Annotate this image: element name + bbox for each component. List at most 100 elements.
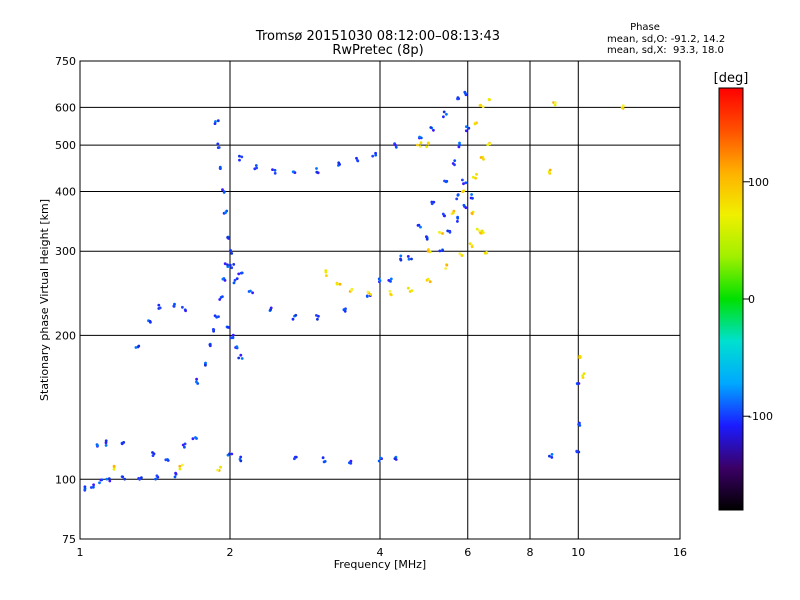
data-point	[394, 145, 398, 149]
data-point	[416, 224, 420, 227]
data-point	[273, 171, 277, 175]
data-point	[316, 317, 319, 321]
data-point	[254, 164, 258, 167]
data-point	[418, 145, 422, 148]
data-point	[374, 153, 378, 157]
data-point	[104, 444, 108, 447]
data-point	[174, 471, 178, 475]
data-point	[553, 103, 557, 107]
y-tick-label: 300	[55, 245, 76, 258]
data-point	[407, 257, 411, 261]
data-point	[399, 258, 403, 262]
data-point	[425, 235, 428, 239]
data-point	[465, 125, 468, 129]
data-point	[444, 267, 447, 270]
data-point	[442, 115, 445, 119]
data-point	[438, 249, 442, 253]
data-point	[195, 380, 198, 384]
data-point	[456, 193, 460, 197]
data-point	[231, 333, 235, 337]
data-point	[215, 315, 219, 319]
data-point	[427, 142, 430, 146]
data-point	[426, 277, 430, 281]
data-point	[483, 251, 487, 255]
data-point	[478, 104, 482, 107]
data-point	[107, 477, 111, 480]
data-point	[460, 254, 464, 257]
data-point	[471, 175, 475, 179]
data-point	[232, 281, 236, 285]
data-point	[581, 374, 585, 377]
y-tick-label: 750	[55, 55, 76, 68]
data-point	[235, 277, 239, 280]
data-point	[151, 454, 155, 457]
data-point	[291, 170, 295, 174]
data-point	[251, 291, 255, 295]
data-point	[462, 203, 466, 207]
data-point	[338, 282, 342, 286]
data-point	[108, 479, 112, 483]
data-point	[455, 197, 459, 201]
data-point	[393, 143, 397, 147]
data-point	[406, 255, 410, 258]
data-point	[92, 483, 95, 487]
data-point	[387, 279, 391, 282]
data-point	[222, 191, 226, 194]
data-point	[105, 477, 109, 481]
grid-lines	[80, 61, 680, 539]
data-point	[481, 105, 485, 109]
data-point	[99, 478, 103, 482]
data-point	[325, 274, 328, 277]
data-point	[240, 155, 244, 159]
data-point	[155, 474, 159, 478]
y-tick-label: 600	[55, 101, 76, 114]
data-point	[441, 249, 445, 253]
data-point	[221, 277, 225, 281]
data-point	[181, 463, 184, 467]
data-point	[148, 319, 152, 323]
data-point	[410, 257, 413, 261]
data-point	[166, 458, 169, 461]
data-point	[474, 176, 477, 180]
data-point	[83, 487, 87, 490]
data-point	[120, 442, 124, 446]
data-point	[488, 142, 492, 146]
data-point	[184, 309, 188, 313]
data-point	[112, 464, 116, 468]
data-point	[478, 229, 481, 233]
data-point	[442, 110, 446, 114]
data-point	[219, 296, 223, 299]
data-point	[138, 477, 142, 481]
data-point	[458, 252, 462, 256]
data-point	[428, 280, 432, 284]
data-point	[191, 437, 195, 441]
x-tick-label: 2	[227, 546, 234, 559]
data-point	[575, 449, 579, 453]
data-point	[349, 459, 353, 463]
colorbar-tick-label: -100	[748, 410, 773, 423]
data-point	[230, 266, 234, 270]
data-point	[217, 146, 221, 149]
data-point	[178, 464, 182, 468]
data-point	[470, 245, 474, 249]
colorbar-ticks: 100 0 -100	[743, 176, 773, 423]
data-point	[211, 328, 215, 331]
data-point	[467, 126, 471, 130]
data-point	[218, 298, 222, 301]
data-point	[550, 456, 554, 459]
data-point	[173, 302, 176, 306]
data-point	[444, 180, 448, 184]
data-point	[154, 477, 158, 481]
x-tick-label: 8	[527, 546, 534, 559]
data-point	[479, 156, 483, 159]
data-point	[419, 141, 423, 145]
data-point	[399, 254, 403, 258]
data-point	[487, 98, 491, 101]
data-point	[369, 293, 372, 296]
data-point	[240, 357, 244, 360]
data-point	[426, 249, 430, 253]
data-point	[418, 135, 421, 139]
data-point	[429, 126, 433, 129]
data-point	[453, 159, 457, 163]
